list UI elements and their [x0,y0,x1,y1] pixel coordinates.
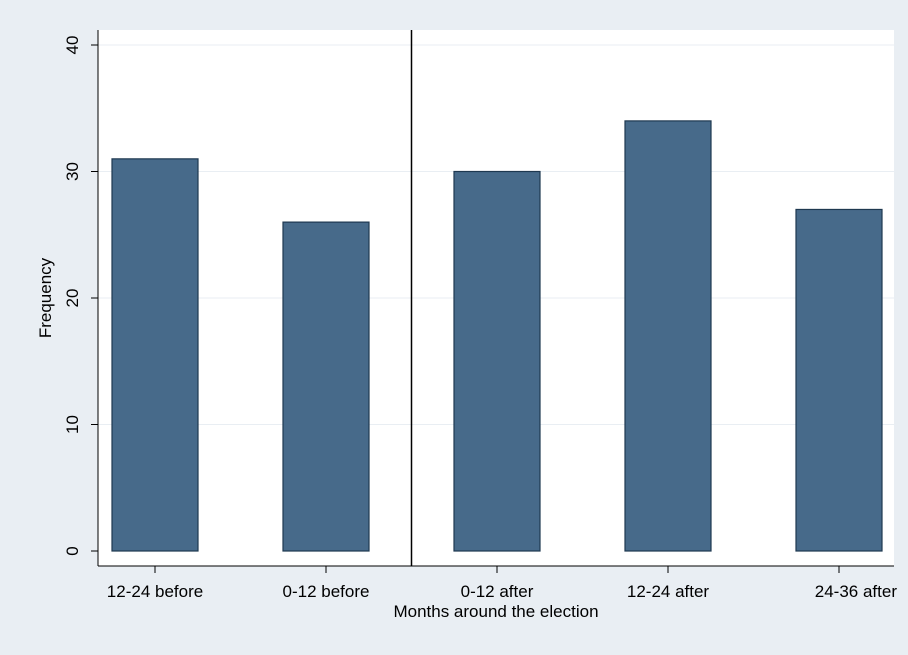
bar [111,158,199,552]
bar [453,170,541,552]
y-tick-label: 30 [63,162,82,181]
y-axis-ticks: 0 10 20 30 40 [63,36,98,556]
bars [111,120,883,552]
y-tick-label: 20 [63,289,82,308]
x-tick-label: 12-24 after [627,582,710,601]
x-tick-label: 0-12 after [461,582,534,601]
bar [624,120,712,552]
bar [282,221,370,552]
x-axis-label: Months around the election [393,602,598,621]
x-axis-ticks: 12-24 before 0-12 before 0-12 after 12-24 a… [107,566,898,601]
y-axis-label: Frequency [36,257,55,338]
y-tick-label: 10 [63,415,82,434]
x-tick-label: 12-24 before [107,582,203,601]
y-tick-label: 40 [63,36,82,55]
bar [795,208,883,552]
y-tick-label: 0 [63,546,82,555]
x-tick-label: 0-12 before [283,582,370,601]
x-tick-label: 24-36 after [815,582,898,601]
